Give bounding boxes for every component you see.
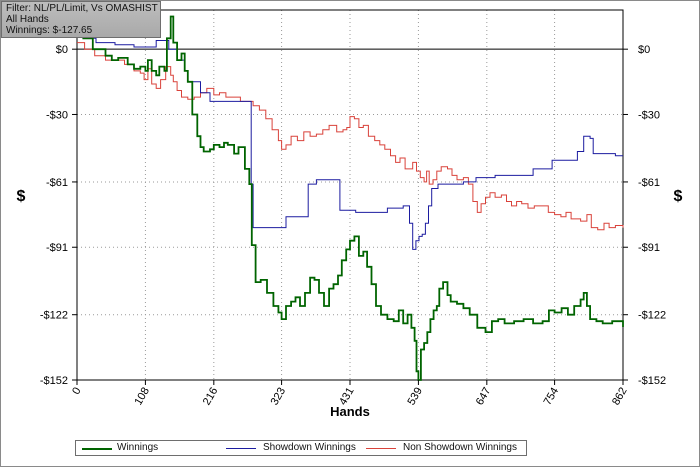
y-tick-label: -$152	[638, 375, 666, 387]
legend-item-winnings: Winnings	[80, 441, 230, 455]
y-tick-label: -$152	[40, 375, 68, 387]
hands-scope-text: All Hands	[6, 14, 49, 25]
y-tick-label: $0	[56, 44, 68, 56]
series-layer	[77, 15, 624, 381]
x-tick-label: 108	[132, 386, 152, 408]
y-tick-label: -$91	[46, 242, 68, 254]
legend-label-winnings: Winnings	[117, 442, 159, 453]
y-tick-label: $0	[638, 44, 650, 56]
x-axis-title: Hands	[330, 404, 370, 419]
non-showdown-winnings-line	[77, 42, 624, 231]
y-tick-label: -$91	[638, 242, 660, 254]
legend-label-non-showdown: Non Showdown Winnings	[403, 442, 517, 453]
winnings-line	[77, 15, 624, 381]
x-tick-label: 323	[269, 386, 289, 408]
x-tick-label: 862	[610, 386, 630, 408]
y-tick-label: -$30	[638, 109, 660, 121]
x-tick-label: 754	[542, 386, 562, 408]
legend-swatch-non-showdown	[366, 448, 396, 449]
y-tick-label: -$61	[638, 177, 660, 189]
legend: Winnings Showdown Winnings Non Showdown …	[75, 440, 527, 456]
legend-item-showdown: Showdown Winnings	[226, 441, 376, 455]
y-tick-label: -$30	[46, 109, 68, 121]
winnings-total-text: Winnings: $-127.65	[6, 25, 93, 36]
x-tick-label: 0	[70, 386, 83, 397]
x-tick-label: 647	[474, 386, 494, 408]
grid	[76, 10, 624, 381]
y-axis-left: $0 -$30 -$61 -$91 -$122 -$152	[40, 44, 77, 387]
x-tick-label: 216	[201, 386, 221, 408]
x-tick-label: 539	[405, 386, 425, 408]
y-axis-right: $0 -$30 -$61 -$91 -$122 -$152	[623, 44, 666, 387]
legend-label-showdown: Showdown Winnings	[263, 442, 356, 453]
y-tick-label: -$122	[638, 310, 666, 322]
y-tick-label: -$122	[40, 310, 68, 322]
filter-text: Filter: NL/PL/Limit, Vs OMASHIST	[6, 3, 158, 14]
legend-swatch-winnings	[82, 448, 112, 450]
legend-swatch-showdown	[226, 448, 256, 449]
legend-item-non-showdown: Non Showdown Winnings	[366, 441, 524, 455]
filter-info-box: Filter: NL/PL/Limit, Vs OMASHIST All Han…	[1, 1, 161, 38]
y-axis-title-left: $	[17, 188, 26, 205]
y-tick-label: -$61	[46, 177, 68, 189]
y-axis-title-right: $	[674, 188, 683, 205]
